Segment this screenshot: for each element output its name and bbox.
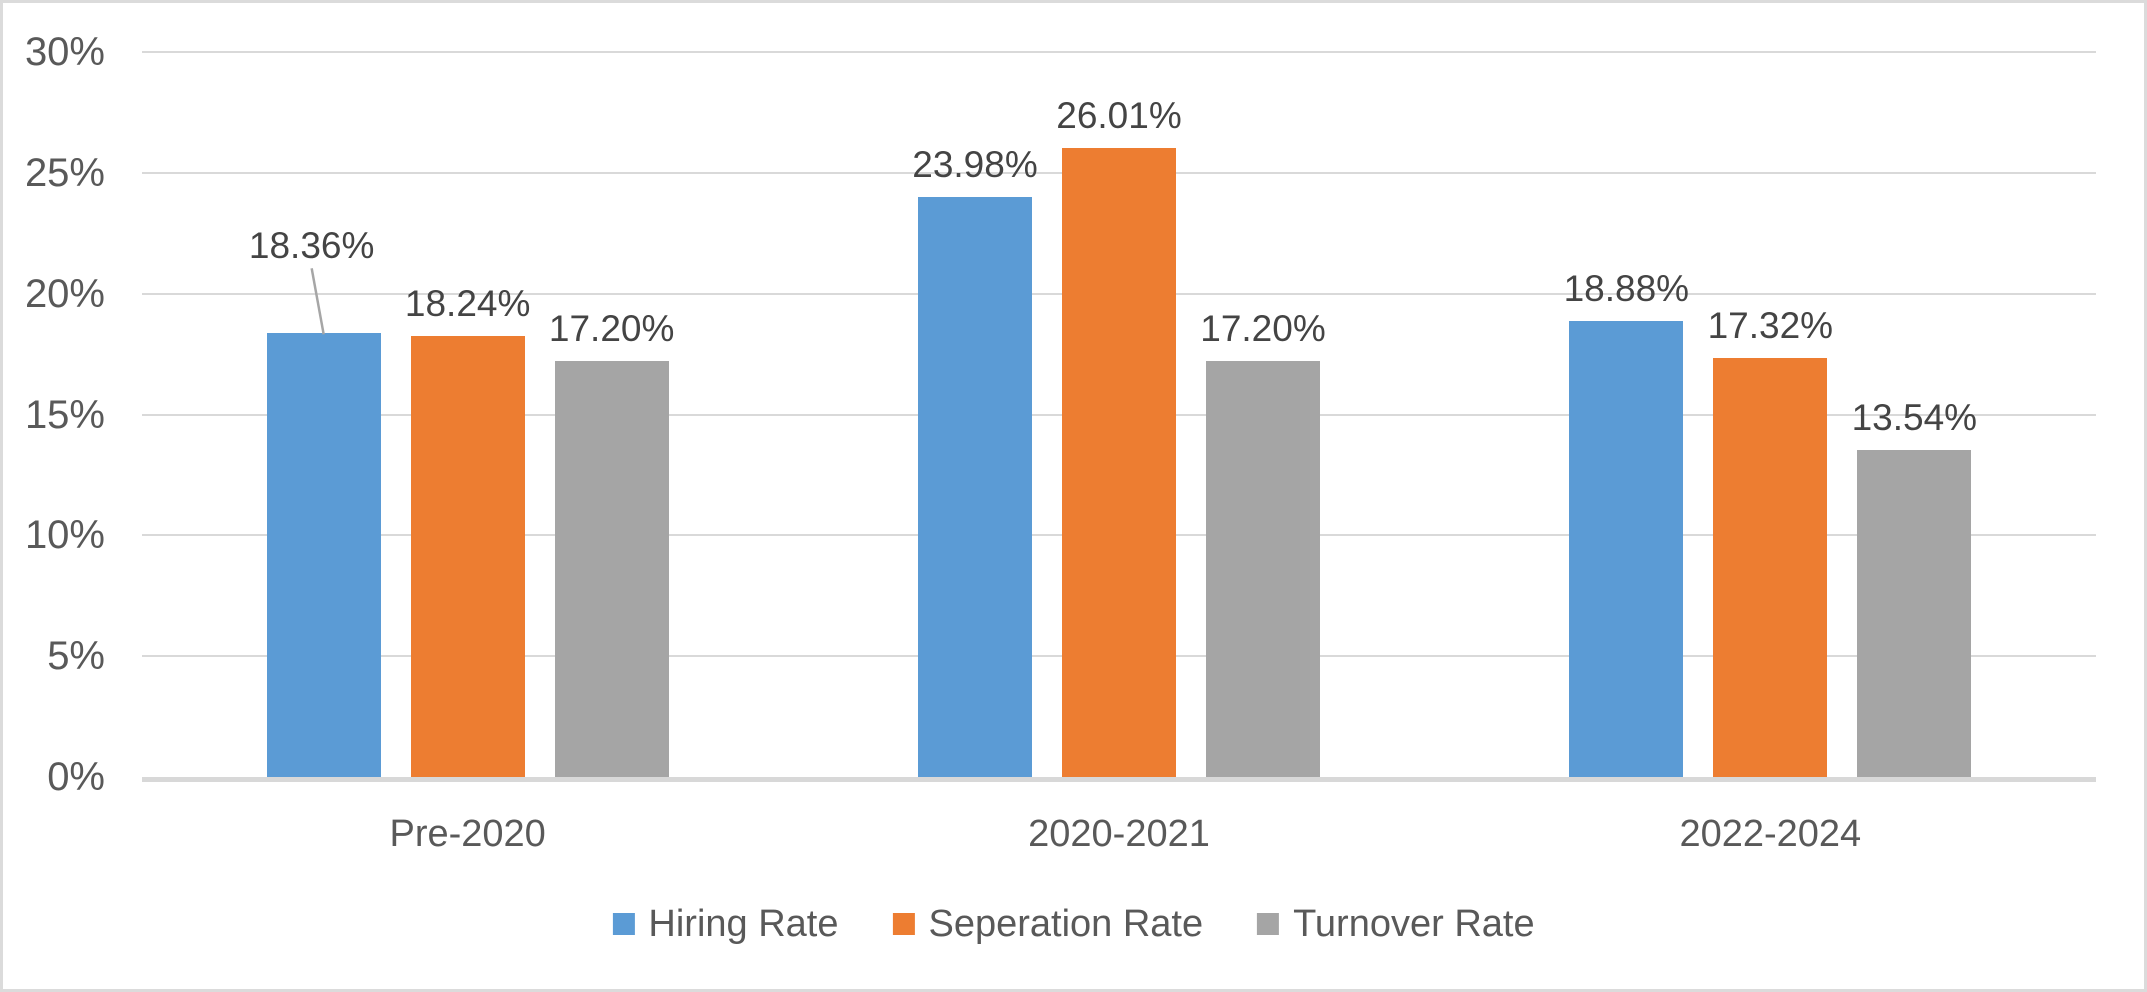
bar-hiring-rate-pre-2020 [266, 333, 381, 777]
data-label-hiring-rate-2020-2021: 23.98% [912, 144, 1038, 186]
data-label-seperation-rate-2022-2024: 17.32% [1707, 305, 1834, 347]
bar-turnover-rate-2020-2021 [1206, 361, 1320, 777]
y-tick-label: 5% [47, 634, 105, 679]
legend-item-hiring-rate: Hiring Rate [612, 902, 838, 946]
y-tick-label: 15% [24, 392, 105, 437]
data-label-seperation-rate-pre-2020: 18.24% [404, 283, 531, 325]
legend-item-turnover-rate: Turnover Rate [1257, 902, 1535, 946]
y-tick-label: 0% [47, 755, 105, 799]
y-tick-label: 10% [24, 513, 105, 558]
data-label-hiring-rate-pre-2020: 18.36% [248, 225, 375, 267]
bar-seperation-rate-2022-2024 [1713, 358, 1828, 777]
leader-line [310, 268, 325, 335]
bar-turnover-rate-2022-2024 [1857, 449, 1972, 777]
bar-hiring-rate-2020-2021 [918, 197, 1032, 777]
data-label-turnover-rate-2020-2021: 17.20% [1200, 308, 1326, 350]
legend-swatch-hiring-rate [612, 913, 635, 935]
legend-swatch-seperation-rate [892, 913, 915, 935]
data-label-hiring-rate-2022-2024: 18.88% [1563, 267, 1690, 309]
y-tick-label: 20% [24, 271, 105, 316]
category-label-2022-2024: 2022-2024 [1679, 813, 1862, 855]
data-label-turnover-rate-pre-2020: 17.20% [548, 308, 675, 350]
category-label-2020-2021: 2020-2021 [1028, 813, 1210, 855]
legend-label: Hiring Rate [648, 903, 839, 945]
legend-swatch-turnover-rate [1257, 913, 1280, 935]
bar-seperation-rate-2020-2021 [1062, 148, 1176, 777]
legend-label: Seperation Rate [928, 903, 1204, 945]
bar-turnover-rate-pre-2020 [554, 361, 669, 777]
gridline [142, 51, 2096, 53]
y-tick-label: 30% [24, 30, 105, 74]
y-tick-label: 25% [24, 150, 105, 195]
legend: Hiring Rate Seperation Rate Turnover Rate [612, 902, 1535, 946]
legend-label: Turnover Rate [1293, 903, 1535, 945]
bar-seperation-rate-pre-2020 [410, 336, 525, 777]
category-label-pre-2020: Pre-2020 [389, 813, 546, 855]
bar-hiring-rate-2022-2024 [1569, 320, 1684, 777]
x-axis-line [142, 777, 2096, 782]
data-label-turnover-rate-2022-2024: 13.54% [1851, 396, 1978, 438]
data-label-seperation-rate-2020-2021: 26.01% [1056, 95, 1182, 137]
legend-item-seperation-rate: Seperation Rate [892, 902, 1203, 946]
